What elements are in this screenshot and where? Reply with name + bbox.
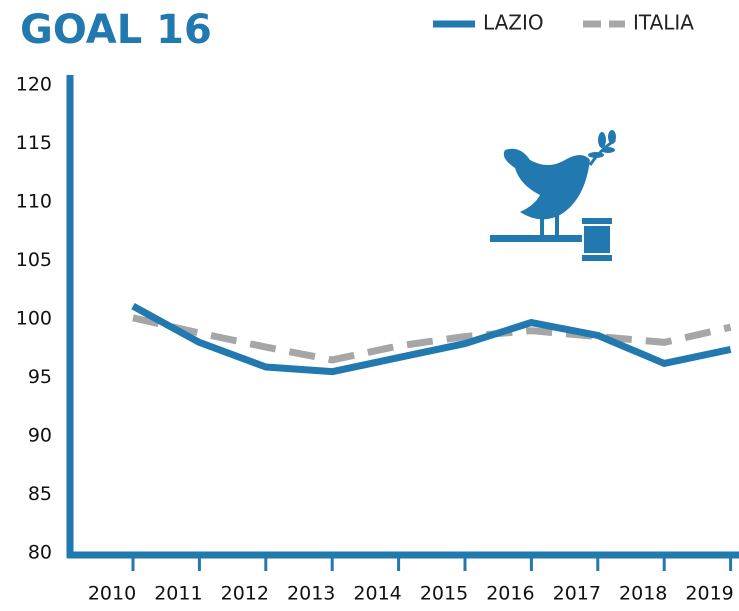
x-tick-label: 2010 — [88, 583, 136, 605]
y-tick-label: 115 — [16, 132, 52, 154]
x-tick-label: 2011 — [154, 583, 202, 605]
y-tick-label: 120 — [16, 74, 52, 96]
y-tick-label: 85 — [28, 483, 52, 505]
chart-title: GOAL 16 — [20, 7, 212, 53]
y-tick-label: 110 — [16, 191, 52, 213]
series-line — [132, 314, 732, 364]
y-tick-label: 95 — [28, 366, 52, 388]
x-tick-label: 2013 — [287, 583, 335, 605]
x-tick-label: 2016 — [486, 583, 534, 605]
y-tick-label: 105 — [16, 249, 52, 271]
y-tick-label: 90 — [28, 425, 52, 447]
x-tick-label: 2019 — [685, 583, 733, 605]
y-tick-label: 80 — [28, 542, 52, 564]
x-tick-label: 2017 — [553, 583, 601, 605]
series-line — [131, 303, 732, 376]
legend-label: ITALIA — [633, 11, 694, 35]
x-tick-label: 2012 — [221, 583, 269, 605]
x-tick-label: 2014 — [353, 583, 401, 605]
x-tick-label: 2018 — [619, 583, 667, 605]
y-tick-label: 100 — [16, 308, 52, 330]
peace-icon — [490, 130, 616, 261]
legend-label: LAZIO — [483, 11, 544, 35]
x-tick-label: 2015 — [420, 583, 468, 605]
